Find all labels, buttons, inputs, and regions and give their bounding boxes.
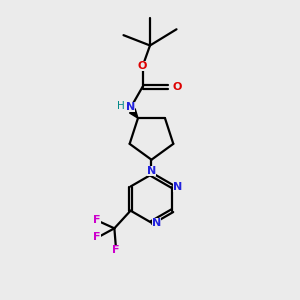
Text: N: N <box>173 182 182 191</box>
Text: F: F <box>112 245 120 255</box>
Text: O: O <box>137 61 147 71</box>
Text: F: F <box>93 215 100 225</box>
Text: N: N <box>147 166 156 176</box>
Text: O: O <box>172 82 182 92</box>
Polygon shape <box>130 109 138 118</box>
Text: N: N <box>152 218 161 228</box>
Text: N: N <box>126 102 136 112</box>
Text: H: H <box>117 101 124 111</box>
Text: F: F <box>93 232 100 242</box>
